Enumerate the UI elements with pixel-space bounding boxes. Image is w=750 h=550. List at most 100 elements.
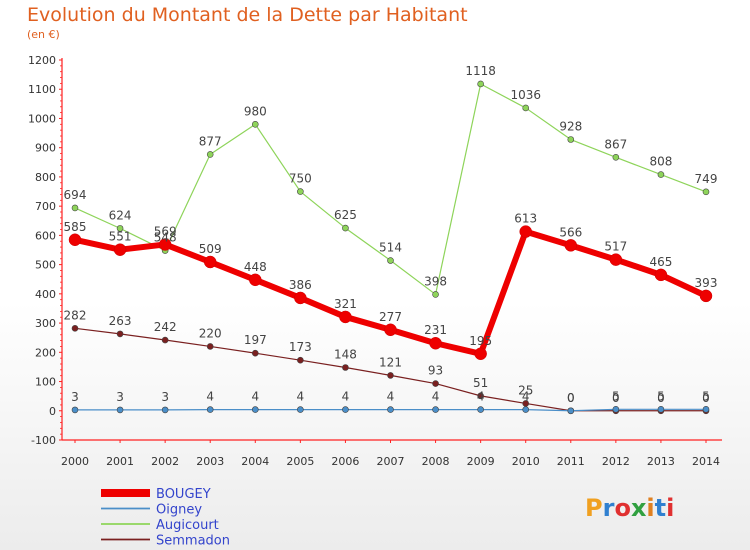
x-tick-label: 2000 [61, 455, 89, 468]
logo-letter: o [614, 494, 631, 522]
logo-letter: x [630, 494, 647, 522]
data-label: 0 [612, 391, 620, 405]
data-label: 750 [289, 172, 312, 186]
data-point [161, 336, 169, 344]
x-tick-label: 2004 [241, 455, 269, 468]
proxiti-logo: Proxiti [585, 494, 674, 522]
x-tick-label: 2002 [151, 455, 179, 468]
data-label: 5 [702, 389, 710, 403]
x-tick-label: 2010 [512, 455, 540, 468]
data-point [702, 406, 710, 413]
x-tick-label: 2009 [467, 455, 495, 468]
y-tick-label: 0 [49, 405, 56, 418]
data-label: 1118 [465, 64, 496, 78]
data-point [429, 336, 442, 350]
y-tick-label: 800 [35, 171, 56, 184]
y-tick-label: 400 [35, 288, 56, 301]
x-tick-label: 2011 [557, 455, 585, 468]
logo-letter: t [654, 494, 667, 522]
data-label: 4 [432, 390, 440, 404]
data-label: 624 [109, 208, 132, 222]
data-point [342, 224, 349, 232]
y-tick-label: 1200 [28, 54, 56, 67]
y-tick-label: 600 [35, 229, 56, 242]
data-point [71, 325, 79, 332]
legend-label-augicourt: Augicourt [156, 518, 219, 533]
x-tick-label: 2012 [602, 455, 630, 468]
y-tick-label: 500 [35, 259, 56, 272]
x-tick-label: 2007 [377, 455, 405, 468]
y-tick-label: 1000 [28, 112, 56, 125]
data-point [342, 364, 349, 371]
x-tick-label: 2013 [647, 455, 675, 468]
data-label: 197 [244, 333, 267, 347]
data-label: 0 [567, 391, 575, 405]
chart-title: Evolution du Montant de la Dette par Hab… [27, 4, 468, 26]
data-point [519, 225, 532, 238]
data-point [474, 347, 487, 361]
data-label: 613 [514, 212, 537, 226]
data-label: 3 [71, 390, 79, 404]
data-point [657, 171, 665, 178]
x-tick-label: 2003 [196, 455, 224, 468]
data-label: 148 [334, 348, 357, 362]
data-point [161, 406, 169, 414]
data-label: 980 [244, 104, 267, 118]
data-point [294, 291, 307, 305]
data-label: 4 [297, 390, 305, 404]
data-point [116, 406, 124, 414]
y-tick-label: 700 [35, 200, 56, 213]
data-point [432, 291, 439, 298]
data-point [567, 136, 575, 143]
data-label: 548 [154, 231, 177, 245]
data-label: 25 [518, 383, 533, 397]
data-label: 448 [244, 260, 267, 274]
data-point [113, 243, 127, 256]
data-point [206, 151, 214, 158]
data-label: 585 [64, 220, 87, 234]
chart-unit-label: (en €) [27, 28, 60, 41]
data-point [699, 289, 713, 303]
data-label: 220 [199, 326, 222, 340]
data-point [654, 268, 668, 282]
data-label: 393 [695, 276, 718, 290]
y-tick-label: 300 [35, 317, 56, 330]
data-point [297, 356, 304, 364]
data-label: 282 [64, 308, 87, 322]
data-point [116, 225, 124, 232]
data-point [387, 257, 394, 264]
data-label: 4 [206, 390, 214, 404]
data-point [297, 188, 304, 195]
data-label: 694 [64, 188, 87, 202]
data-label: 517 [604, 240, 627, 254]
data-label: 4 [342, 390, 350, 404]
legend-label-semmadon: Semmadon [156, 534, 230, 549]
logo-letter: i [666, 494, 675, 522]
y-tick-label: 900 [35, 142, 56, 155]
data-point [249, 273, 262, 287]
data-point [251, 349, 259, 357]
data-point [297, 406, 304, 413]
data-point [612, 154, 620, 161]
data-label: 3 [161, 390, 169, 404]
data-label: 625 [334, 208, 357, 222]
data-point [522, 104, 530, 112]
data-point [71, 204, 79, 212]
data-point [477, 392, 484, 400]
data-point [339, 310, 352, 324]
data-point [206, 406, 214, 413]
y-tick-label: 100 [35, 376, 56, 389]
data-point [116, 330, 124, 338]
data-label: 465 [649, 255, 672, 269]
data-label: 566 [559, 225, 582, 239]
data-point [203, 255, 217, 269]
data-point [158, 238, 172, 251]
data-label: 93 [428, 364, 443, 378]
data-point [206, 343, 214, 350]
x-tick-label: 2008 [422, 455, 450, 468]
data-point [342, 406, 349, 413]
data-label: 4 [251, 390, 259, 404]
data-point [68, 233, 82, 247]
data-point [384, 323, 397, 337]
